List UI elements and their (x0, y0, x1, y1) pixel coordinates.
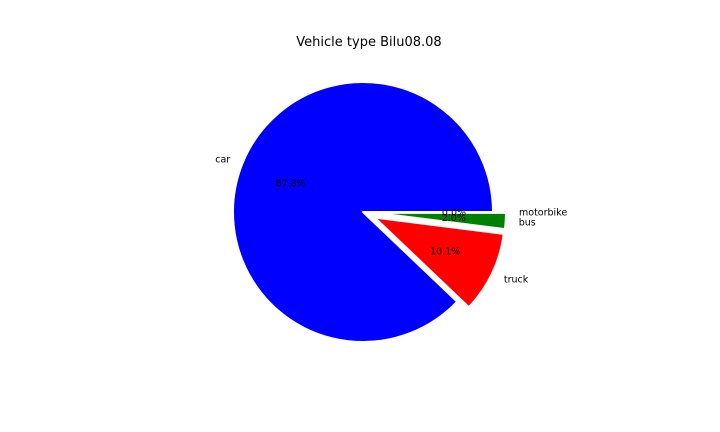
slice-label-bus: bus (519, 217, 536, 228)
slice-label-car: car (215, 154, 230, 165)
slice-label-truck: truck (504, 274, 529, 285)
chart-title: Vehicle type Bilu08.08 (296, 35, 441, 50)
slice-truck (373, 216, 505, 309)
slice-percent-car: 87.8% (275, 179, 305, 190)
pie-slices (232, 81, 507, 343)
slice-bus (374, 211, 507, 231)
slice-percent-truck: 10.1% (430, 247, 460, 258)
slice-percent-motorbike: 0.0% (442, 208, 466, 219)
slice-car (232, 81, 494, 343)
slice-label-motorbike: motorbike (519, 208, 567, 219)
slice-percent-bus: 2.0% (442, 213, 466, 224)
pie-labels: car 87.8% truck 10.1% bus 2.0% motorbike 0.0% (215, 154, 567, 285)
